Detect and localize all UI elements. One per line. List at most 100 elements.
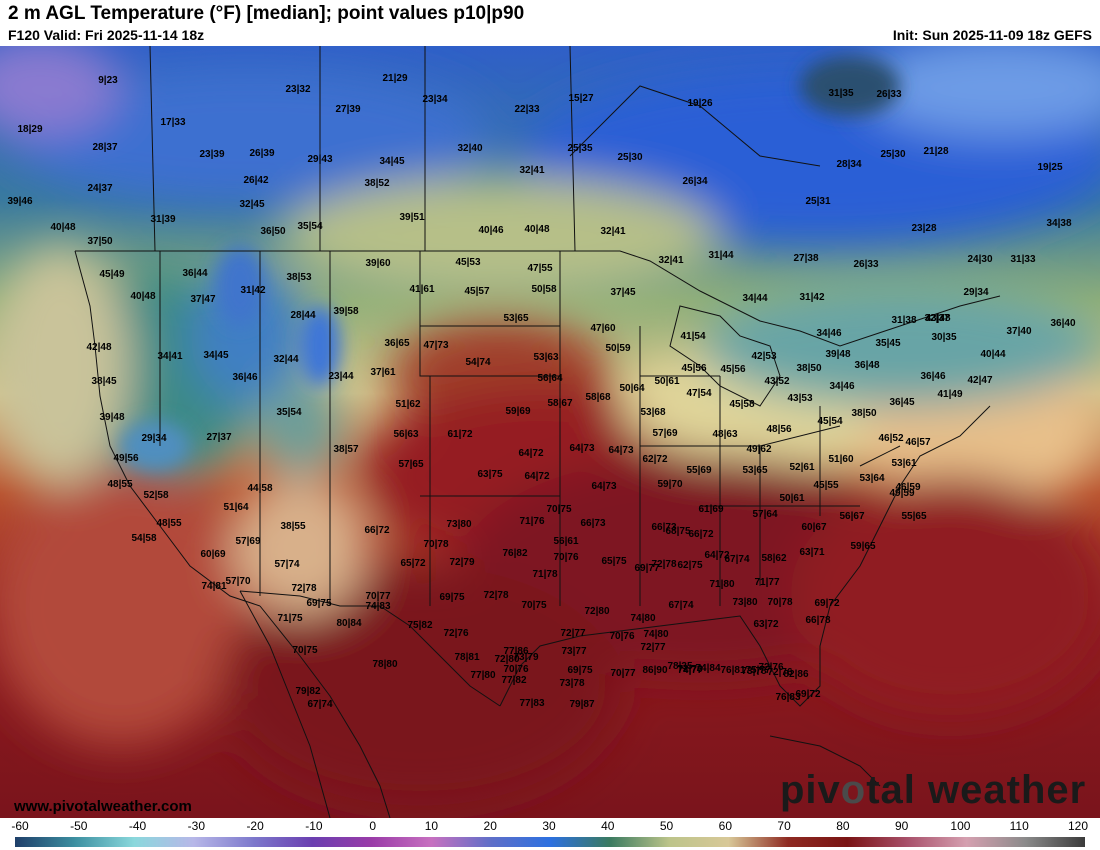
point-value-label: 22|33 [514,104,539,115]
point-value-label: 47|73 [423,340,448,351]
canada-provinces [149,46,576,252]
point-value-label: 76|83 [775,692,800,703]
point-value-label: 75|77 [745,665,770,676]
colorbar-segment [966,837,1027,847]
point-value-label: 79|87 [569,699,594,710]
point-value-label: 69|72 [795,689,820,700]
point-value-label: 58|68 [585,392,610,403]
colorbar-segment [728,837,789,847]
point-value-label: 55|69 [686,465,711,476]
point-value-label: 39|48 [825,349,850,360]
point-value-label: 31|42 [240,285,265,296]
point-value-label: 38|57 [333,444,358,455]
point-value-label: 32|44 [273,354,298,365]
colorbar-tick-label: 100 [950,819,971,833]
baja-mexico-coast [239,590,391,818]
point-value-label: 41|49 [937,389,962,400]
point-value-label: 37|47 [190,294,215,305]
point-value-label: 31|38 [891,315,916,326]
point-value-label: 78|81 [454,652,479,663]
colorbar-ticks: -60 -50 -40 -30 -20 -10 0 10 20 30 40 50 60 70 80 90 100… [0,818,1100,834]
point-value-label: 51|60 [828,454,853,465]
point-value-label: 15|27 [568,93,593,104]
point-value-label: 40|48 [524,224,549,235]
point-value-label: 50|61 [654,376,679,387]
colorbar-segment [1025,837,1085,847]
colorbar-tick-label: 20 [483,819,497,833]
point-value-label: 39|58 [333,306,358,317]
point-value-label: 56|67 [839,511,864,522]
point-value-label: 53|61 [891,458,916,469]
colorbar-tick-label: 10 [424,819,439,833]
point-value-label: 46|59 [895,482,920,493]
point-value-label: 26|33 [876,89,901,100]
point-value-label: 45|53 [455,257,480,268]
point-value-label: 29|43 [307,154,332,165]
point-value-label: 45|56 [720,364,745,375]
point-value-label: 35|54 [276,407,301,418]
point-value-label: 69|75 [567,665,592,676]
point-value-label: 36|44 [182,268,207,279]
point-value-label: 76|81 [720,665,745,676]
point-value-label: 38|50 [851,408,876,419]
point-value-label: 37|45 [610,287,635,298]
point-value-label: 78|35 [667,661,692,672]
colorbar-tick-label: 40 [601,819,615,833]
point-value-label: 67|74 [724,554,749,565]
point-value-label: 40|48 [130,291,155,302]
colorbar-tick-label: -30 [187,819,205,833]
point-value-label: 79|82 [295,686,320,697]
point-value-label: 39|48 [99,412,124,423]
point-value-label: 26|33 [853,259,878,270]
point-value-label: 21|29 [382,73,407,84]
point-value-label: 30|35 [931,332,956,343]
point-value-label: 59|65 [850,541,875,552]
point-value-label: 70|76 [609,631,634,642]
point-value-label: 59|69 [505,406,530,417]
point-value-label: 43|48 [925,313,950,324]
point-value-label: 69|72 [814,598,839,609]
point-value-label: 64|72 [524,471,549,482]
point-value-label: 46|57 [905,437,930,448]
temperature-field-shading [0,46,1100,806]
point-value-label: 72|79 [449,557,474,568]
colorbar-tick-label: 80 [836,819,850,833]
point-value-label: 48|56 [766,424,791,435]
point-value-label: 38|55 [280,521,305,532]
point-value-label: 53|65 [742,465,767,476]
point-value-label: 36|65 [384,338,409,349]
colorbar-segment [371,837,432,847]
point-value-label: 36|45 [889,397,914,408]
colorbar-segment [490,837,551,847]
point-value-label: 19|26 [687,98,712,109]
point-value-label: 64|73 [608,445,633,456]
website-credit: www.pivotalweather.com [14,798,192,815]
point-value-label: 17|33 [160,117,185,128]
point-value-label: 36|46 [232,372,257,383]
point-value-label: 48|63 [712,429,737,440]
point-value-label: 70|76 [503,664,528,675]
point-value-label: 57|65 [398,459,423,470]
colorbar-tick-label: 90 [894,819,909,833]
point-value-label: 31|35 [828,88,853,99]
point-value-label: 62|72 [642,454,667,465]
point-value-label: 77|80 [470,670,495,681]
point-value-label: 70|75 [521,600,546,611]
point-value-label: 72|76 [758,662,783,673]
point-value-label: 65|72 [400,558,425,569]
caribbean-islands [769,735,881,787]
point-value-label: 74|77 [677,665,702,676]
point-value-label: 73|78 [559,678,584,689]
colorbar-segment [193,837,254,847]
point-value-label: 28|37 [92,142,117,153]
point-value-label: 49|59 [889,488,914,499]
point-value-label: 75|82 [407,620,432,631]
point-value-label: 72|80 [494,654,519,665]
point-value-label: 69|75 [439,592,464,603]
point-value-label: 53|68 [640,407,665,418]
point-value-label: 51|64 [223,502,248,513]
point-value-label: 25|30 [617,152,642,163]
point-value-label: 23|39 [199,149,224,160]
point-value-label: 58|67 [547,398,572,409]
point-value-label: 74|83 [365,601,390,612]
